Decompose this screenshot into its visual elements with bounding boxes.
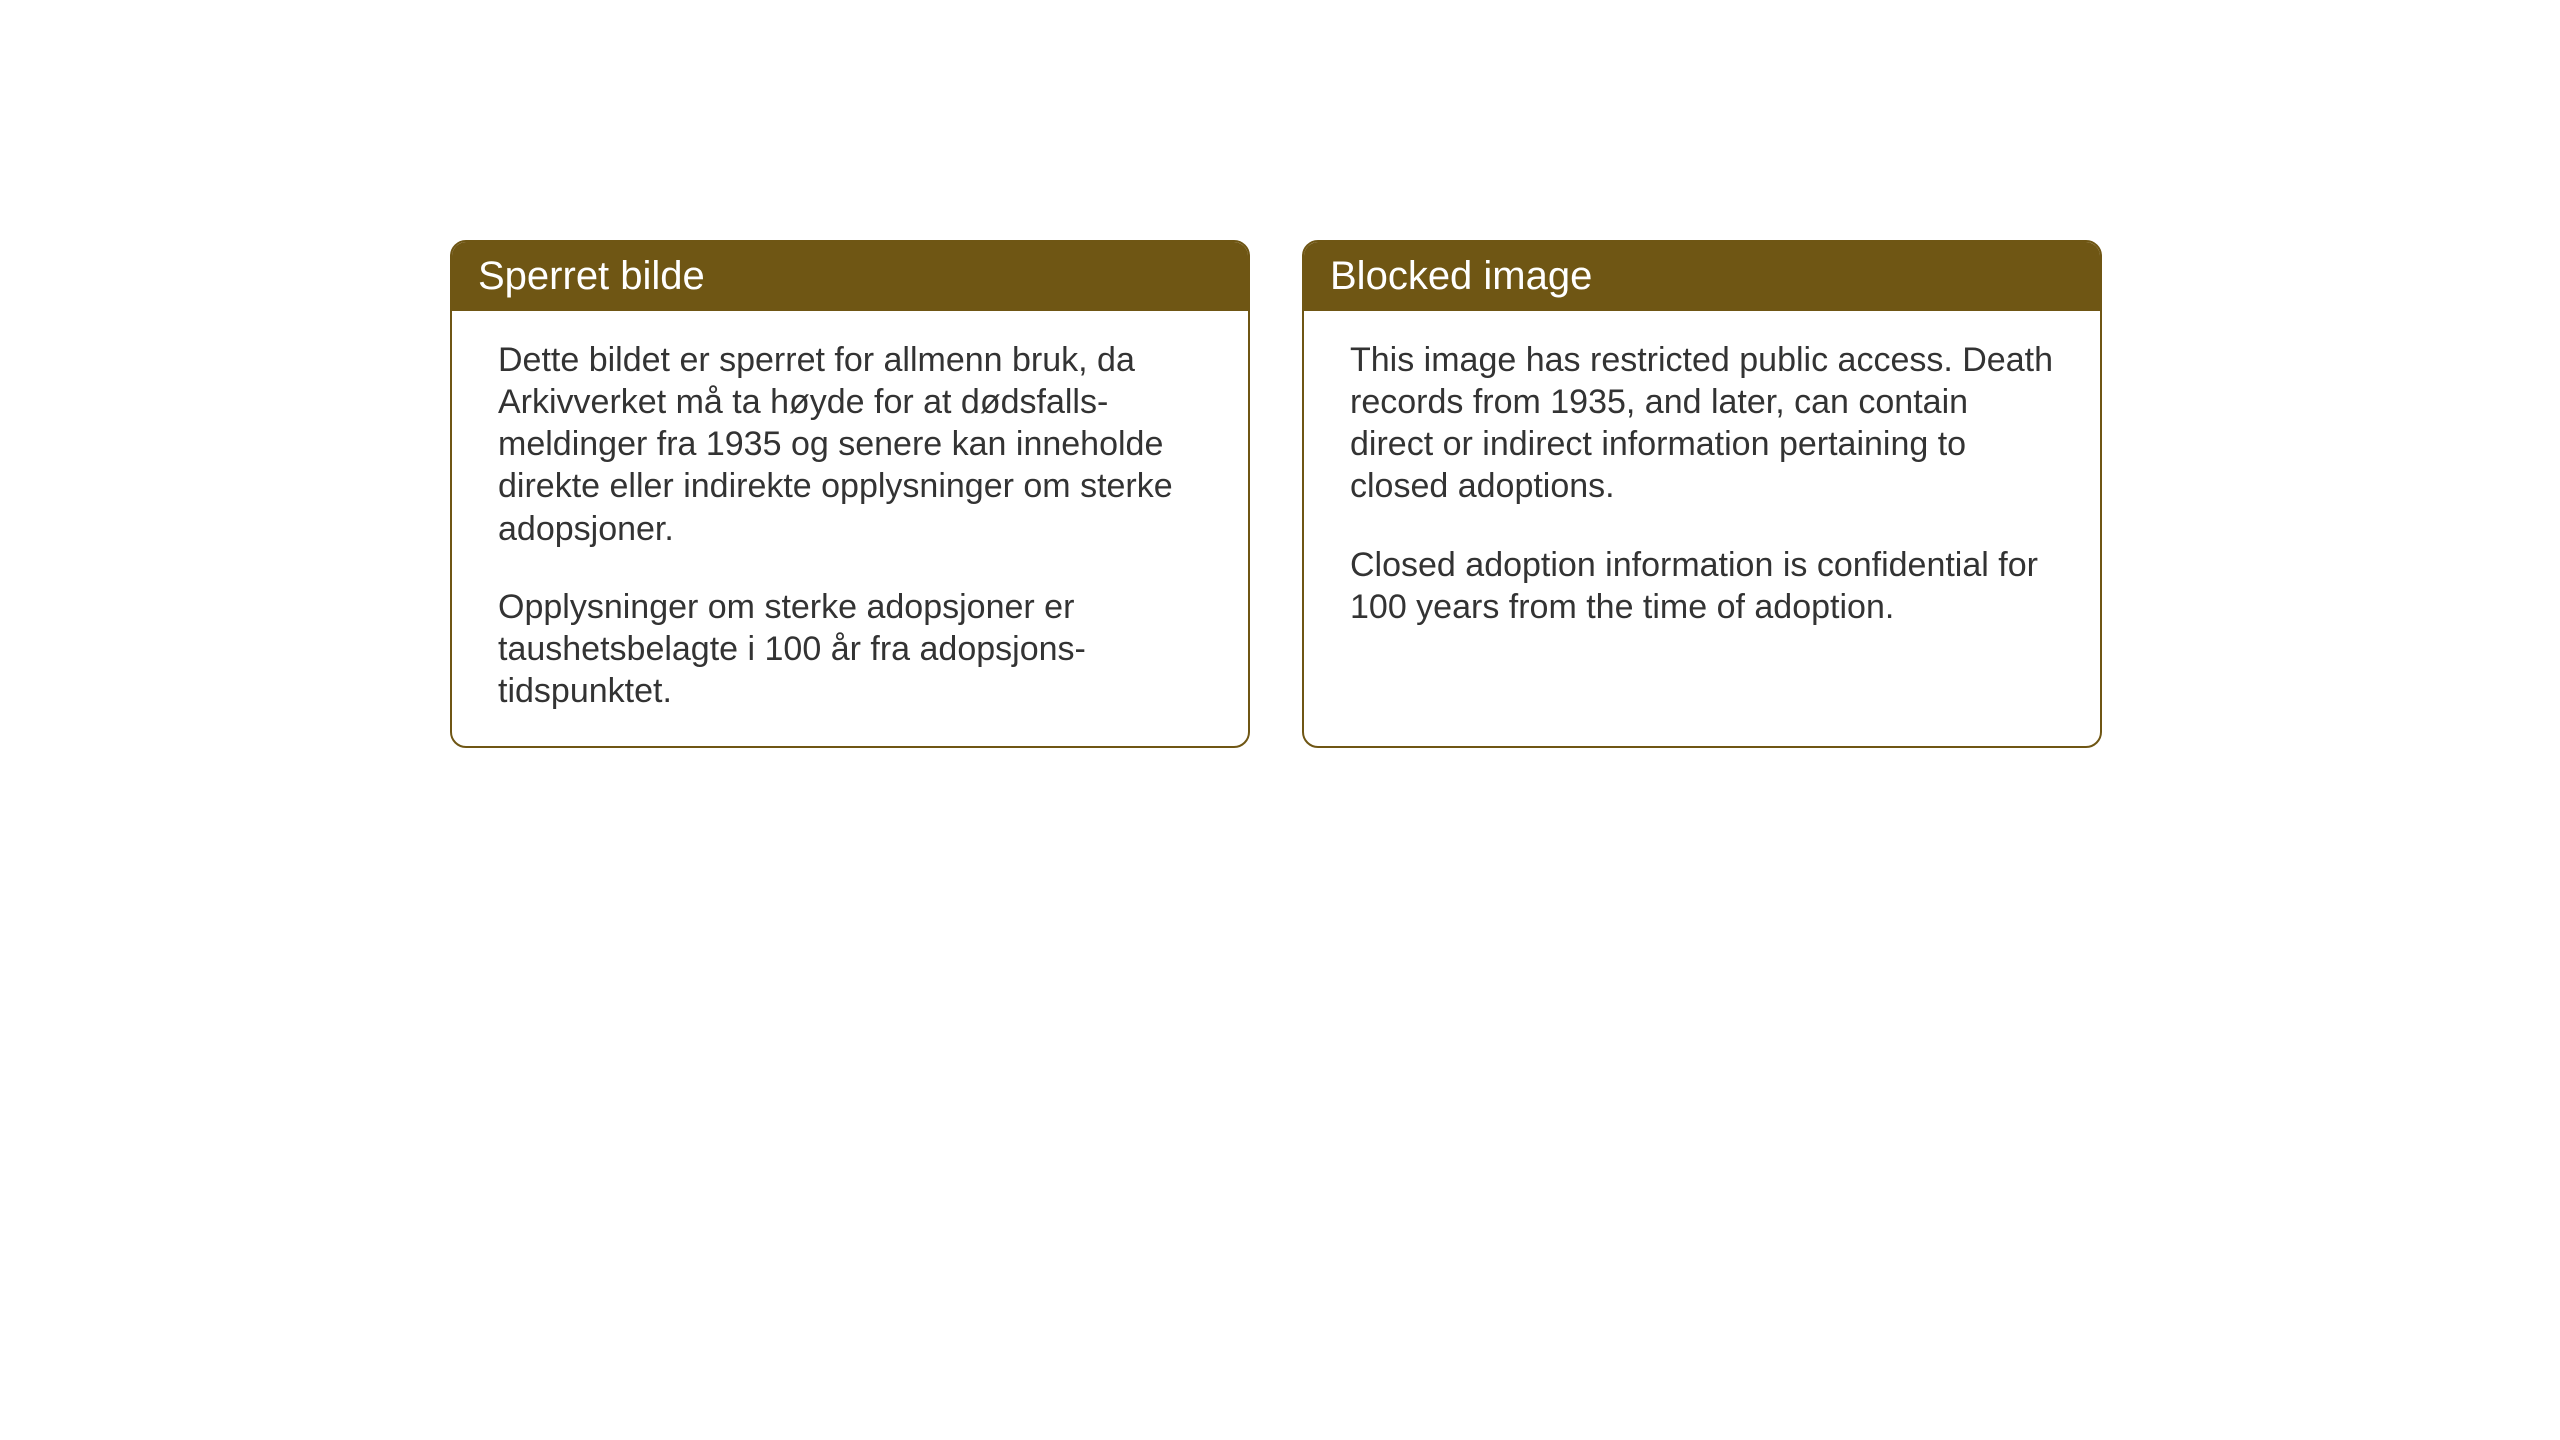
card-paragraph: This image has restricted public access.… <box>1350 339 2054 508</box>
card-paragraph: Dette bildet er sperret for allmenn bruk… <box>498 339 1202 550</box>
notice-card-english: Blocked image This image has restricted … <box>1302 240 2102 748</box>
card-header: Blocked image <box>1304 242 2100 311</box>
card-header: Sperret bilde <box>452 242 1248 311</box>
notice-card-norwegian: Sperret bilde Dette bildet er sperret fo… <box>450 240 1250 748</box>
card-title: Blocked image <box>1330 254 1592 298</box>
card-paragraph: Opplysninger om sterke adopsjoner er tau… <box>498 586 1202 712</box>
card-paragraph: Closed adoption information is confident… <box>1350 544 2054 628</box>
card-body: This image has restricted public access.… <box>1304 311 2100 662</box>
card-title: Sperret bilde <box>478 254 705 298</box>
notice-container: Sperret bilde Dette bildet er sperret fo… <box>450 240 2102 748</box>
card-body: Dette bildet er sperret for allmenn bruk… <box>452 311 1248 746</box>
